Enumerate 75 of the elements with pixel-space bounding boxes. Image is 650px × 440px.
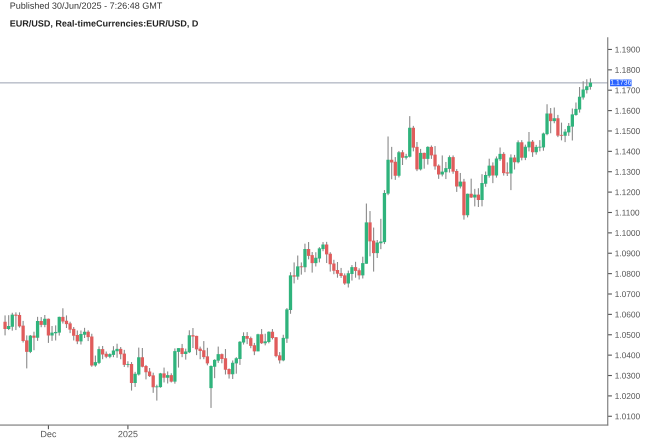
text: Published 30/Jun/2025 - 7:26:48 GMT (10, 2, 162, 9)
candlestick (588, 78, 592, 90)
candlestick (50, 325, 54, 342)
candlestick (256, 333, 260, 352)
candlestick (7, 314, 10, 331)
y-tick-label: 1.1500 (615, 128, 640, 134)
candlestick (512, 154, 516, 170)
candlestick (112, 346, 116, 358)
candlestick (14, 312, 18, 331)
candlestick (552, 106, 556, 124)
y-tick-label: 1.1300 (615, 168, 640, 175)
candlestick (534, 144, 538, 156)
y-tick-label: 1.1700 (615, 87, 640, 94)
y-tick-label: 1.1400 (615, 148, 640, 154)
candlestick (400, 150, 404, 166)
candlestick (354, 261, 358, 278)
candlestick (122, 349, 126, 368)
candlestick (3, 314, 7, 336)
candlestick (390, 146, 394, 180)
candlestick (292, 262, 296, 284)
candlestick (520, 140, 524, 161)
y-tick-label: 1.0800 (615, 270, 640, 277)
candlestick (32, 331, 36, 351)
candlestick (296, 254, 300, 280)
candlestick (549, 107, 552, 134)
candlestick (473, 188, 476, 207)
candlestick (440, 154, 444, 177)
y-tick-label: 1.0100 (615, 413, 640, 420)
y-tick-label: 1.0200 (615, 393, 640, 399)
candlestick (426, 146, 430, 166)
candlestick (231, 360, 234, 380)
candlestick (10, 312, 14, 332)
candlestick (509, 154, 513, 191)
y-tick-label: 1.0900 (615, 250, 640, 256)
candlestick (166, 370, 170, 384)
candlestick (267, 330, 270, 344)
candlestick (100, 345, 104, 360)
y-tick-label: 1.0700 (615, 291, 640, 298)
x-tick-label: Dec (41, 430, 56, 438)
chart-title: EUR/USD, Real-timeCurrencies:EUR/USD, D (10, 20, 198, 28)
candlestick (46, 318, 50, 344)
candlestick (458, 172, 462, 189)
candlestick (476, 188, 480, 208)
y-tick-label: 1.0600 (615, 312, 640, 318)
candlestick (40, 316, 43, 328)
candlestick (79, 330, 83, 346)
candlestick (336, 261, 340, 278)
candlestick (260, 328, 264, 344)
y-tick-label: 1.1600 (615, 108, 640, 114)
candlestick (397, 150, 401, 178)
candlestick (130, 362, 134, 392)
candlestick (303, 243, 307, 273)
y-tick-label: 1.1800 (615, 67, 640, 73)
y-tick-label: 1.0300 (615, 372, 640, 379)
candlestick (224, 348, 228, 376)
y-tick-label: 1.1000 (615, 230, 640, 236)
candlestick (97, 346, 101, 365)
candlestick (61, 308, 65, 324)
candlestick (264, 333, 267, 346)
y-tick-label: 1.0500 (615, 332, 640, 338)
x-tick-label: 2025 (118, 430, 138, 438)
candlestick (422, 152, 426, 170)
candlestick (43, 314, 46, 328)
candlestick (170, 372, 173, 384)
candlestick (245, 332, 249, 345)
y-tick-label: 1.0400 (615, 352, 640, 358)
y-tick-label: 1.1200 (615, 189, 640, 196)
candlestick (502, 152, 506, 176)
candlestick (480, 174, 484, 207)
candlestick (491, 162, 494, 184)
candlestick (76, 330, 79, 345)
candlestick (191, 327, 195, 349)
y-tick-label: 1.1100 (615, 210, 640, 216)
candlestick (418, 148, 422, 172)
y-tick-label: 1.1900 (615, 46, 640, 53)
